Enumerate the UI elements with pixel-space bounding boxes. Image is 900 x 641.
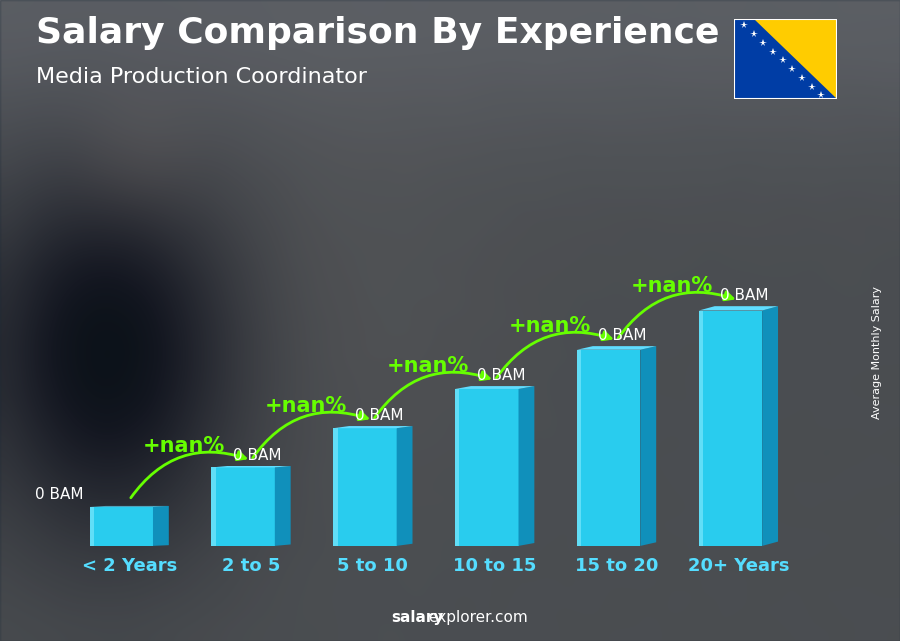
- Text: 0 BAM: 0 BAM: [355, 408, 403, 423]
- Polygon shape: [274, 466, 291, 546]
- Polygon shape: [212, 467, 216, 546]
- Polygon shape: [333, 428, 397, 546]
- Polygon shape: [762, 306, 778, 546]
- Polygon shape: [698, 310, 703, 546]
- Polygon shape: [153, 506, 169, 546]
- Polygon shape: [333, 428, 338, 546]
- Polygon shape: [641, 346, 656, 546]
- Polygon shape: [212, 466, 291, 467]
- Polygon shape: [212, 467, 274, 546]
- Polygon shape: [518, 386, 535, 546]
- Text: < 2 Years: < 2 Years: [82, 557, 176, 575]
- Polygon shape: [577, 350, 641, 546]
- Text: +nan%: +nan%: [630, 276, 713, 296]
- Polygon shape: [90, 506, 94, 546]
- Text: Average Monthly Salary: Average Monthly Salary: [872, 286, 883, 419]
- Text: Media Production Coordinator: Media Production Coordinator: [36, 67, 367, 87]
- Text: 10 to 15: 10 to 15: [453, 557, 536, 575]
- Polygon shape: [90, 506, 153, 546]
- Polygon shape: [455, 386, 535, 389]
- Polygon shape: [455, 389, 518, 546]
- Text: Salary Comparison By Experience: Salary Comparison By Experience: [36, 16, 719, 50]
- Text: 0 BAM: 0 BAM: [233, 448, 282, 463]
- Polygon shape: [698, 306, 778, 310]
- Text: 0 BAM: 0 BAM: [35, 487, 84, 502]
- Text: explorer.com: explorer.com: [428, 610, 528, 625]
- Text: 0 BAM: 0 BAM: [477, 368, 525, 383]
- Text: 15 to 20: 15 to 20: [575, 557, 658, 575]
- Polygon shape: [397, 426, 412, 546]
- Text: +nan%: +nan%: [265, 395, 347, 416]
- Polygon shape: [754, 19, 837, 99]
- Text: salary: salary: [392, 610, 444, 625]
- Polygon shape: [577, 350, 581, 546]
- Polygon shape: [698, 310, 762, 546]
- Text: +nan%: +nan%: [143, 436, 225, 456]
- Polygon shape: [577, 346, 656, 350]
- Polygon shape: [455, 389, 459, 546]
- Text: 0 BAM: 0 BAM: [720, 288, 769, 303]
- Polygon shape: [734, 19, 837, 99]
- Text: 5 to 10: 5 to 10: [338, 557, 409, 575]
- Text: 0 BAM: 0 BAM: [598, 328, 647, 343]
- Text: 2 to 5: 2 to 5: [222, 557, 280, 575]
- Polygon shape: [333, 426, 412, 428]
- Text: +nan%: +nan%: [508, 316, 590, 336]
- Text: +nan%: +nan%: [387, 356, 469, 376]
- Text: 20+ Years: 20+ Years: [688, 557, 789, 575]
